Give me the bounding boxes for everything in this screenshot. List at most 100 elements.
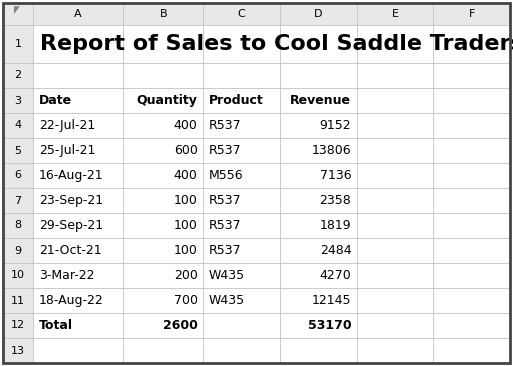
Bar [280,313,357,338]
Bar [3,263,33,288]
Bar [433,88,510,113]
Bar [123,113,203,138]
Bar [123,88,203,113]
Text: Report of Sales to Cool Saddle Traders: Report of Sales to Cool Saddle Traders [40,34,513,54]
Text: M556: M556 [209,169,243,182]
Bar [203,263,280,288]
Bar [33,238,123,263]
Bar [280,188,357,213]
Bar [123,63,203,88]
Polygon shape [14,6,20,14]
Bar [433,238,510,263]
Bar [123,163,203,188]
Bar [280,288,357,313]
Bar [3,313,33,338]
Bar [357,63,433,88]
Bar [357,3,433,25]
Text: 600: 600 [174,144,198,157]
Text: 1819: 1819 [320,219,351,232]
Text: 23-Sep-21: 23-Sep-21 [39,194,103,207]
Bar [3,338,33,363]
Bar [357,25,433,63]
Bar [203,3,280,25]
Bar [280,88,357,113]
Bar [357,188,433,213]
Text: 22-Jul-21: 22-Jul-21 [39,119,95,132]
Bar [33,188,123,213]
Bar [203,25,280,63]
Bar [203,113,280,138]
Bar [203,338,280,363]
Text: 12145: 12145 [312,294,351,307]
Bar [357,288,433,313]
Text: 3: 3 [14,96,22,105]
Text: W435: W435 [209,294,245,307]
Bar [123,288,203,313]
Text: 8: 8 [14,220,22,231]
Text: 2: 2 [14,71,22,81]
Text: 100: 100 [174,219,198,232]
Bar [357,113,433,138]
Bar [357,163,433,188]
Text: R537: R537 [209,244,241,257]
Bar [3,238,33,263]
Bar [203,213,280,238]
Bar [123,3,203,25]
Bar [433,3,510,25]
Bar [123,313,203,338]
Bar [3,188,33,213]
Bar [433,163,510,188]
Bar [123,238,203,263]
Bar [33,213,123,238]
Bar [33,3,123,25]
Bar [357,138,433,163]
Bar [433,288,510,313]
Bar [3,113,33,138]
Text: 18-Aug-22: 18-Aug-22 [39,294,104,307]
Text: 11: 11 [11,295,25,306]
Bar [280,25,357,63]
Text: W435: W435 [209,269,245,282]
Text: 6: 6 [14,171,22,180]
Bar [357,313,433,338]
Bar [280,113,357,138]
Bar [433,213,510,238]
Bar [357,338,433,363]
Text: F: F [468,9,475,19]
Bar [123,338,203,363]
Text: 9: 9 [14,246,22,255]
Text: 2600: 2600 [163,319,198,332]
Text: E: E [391,9,399,19]
Bar [33,113,123,138]
Text: Product: Product [209,94,263,107]
Bar [33,263,123,288]
Bar [123,263,203,288]
Text: 200: 200 [174,269,198,282]
Bar [3,3,33,25]
Text: 2484: 2484 [320,244,351,257]
Text: 400: 400 [174,119,198,132]
Bar [3,88,33,113]
Text: R537: R537 [209,119,241,132]
Bar [433,113,510,138]
Text: 10: 10 [11,270,25,280]
Text: 100: 100 [174,244,198,257]
Bar [280,238,357,263]
Text: R537: R537 [209,194,241,207]
Text: Quantity: Quantity [137,94,198,107]
Text: 4270: 4270 [320,269,351,282]
Bar [203,313,280,338]
Bar [3,25,33,63]
Bar [3,63,33,88]
Bar [280,338,357,363]
Bar [433,138,510,163]
Bar [280,213,357,238]
Bar [3,163,33,188]
Text: R537: R537 [209,144,241,157]
Bar [203,163,280,188]
Bar [280,163,357,188]
Bar [280,63,357,88]
Bar [280,3,357,25]
Text: 1: 1 [14,39,22,49]
Text: Revenue: Revenue [290,94,351,107]
